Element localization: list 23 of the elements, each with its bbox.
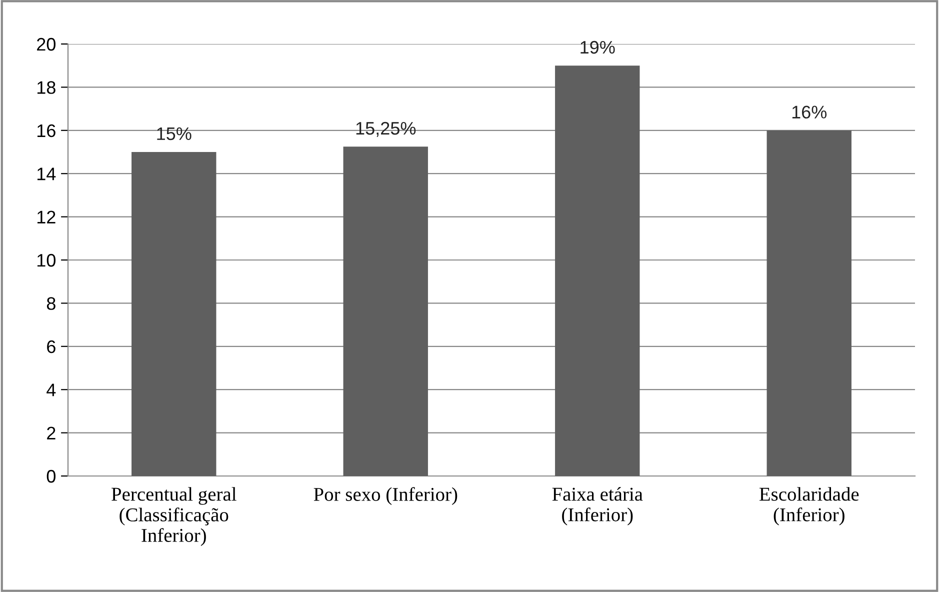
data-label: 16% xyxy=(792,106,827,118)
y-tick-label: 6 xyxy=(47,340,56,354)
x-tick-label: Por sexo (Inferior) xyxy=(314,487,458,505)
x-tick-label: Faixa etária (Inferior) xyxy=(552,487,643,526)
y-tick-label: 12 xyxy=(37,210,56,224)
y-tick-label: 8 xyxy=(46,297,56,310)
y-tick-label: 18 xyxy=(37,81,56,94)
data-label: 19% xyxy=(580,40,615,54)
y-tick-label: 20 xyxy=(37,38,56,51)
y-tick-label: 4 xyxy=(46,384,56,396)
data-label: 15,25% xyxy=(356,122,416,137)
y-tick-label: 2 xyxy=(47,426,56,440)
y-tick-label: 16 xyxy=(37,124,56,138)
bar xyxy=(555,66,640,476)
data-label: 15% xyxy=(157,127,192,140)
bar xyxy=(132,152,216,476)
y-tick-label: 14 xyxy=(37,168,56,180)
y-tick-label: 0 xyxy=(46,470,56,483)
bar xyxy=(766,130,852,476)
x-tick-label: Percentual geral (Classificação Inferior) xyxy=(112,487,236,546)
bar xyxy=(343,146,428,476)
y-tick-label: 10 xyxy=(37,254,56,267)
x-tick-label: Escolaridade (Inferior) xyxy=(759,487,859,526)
